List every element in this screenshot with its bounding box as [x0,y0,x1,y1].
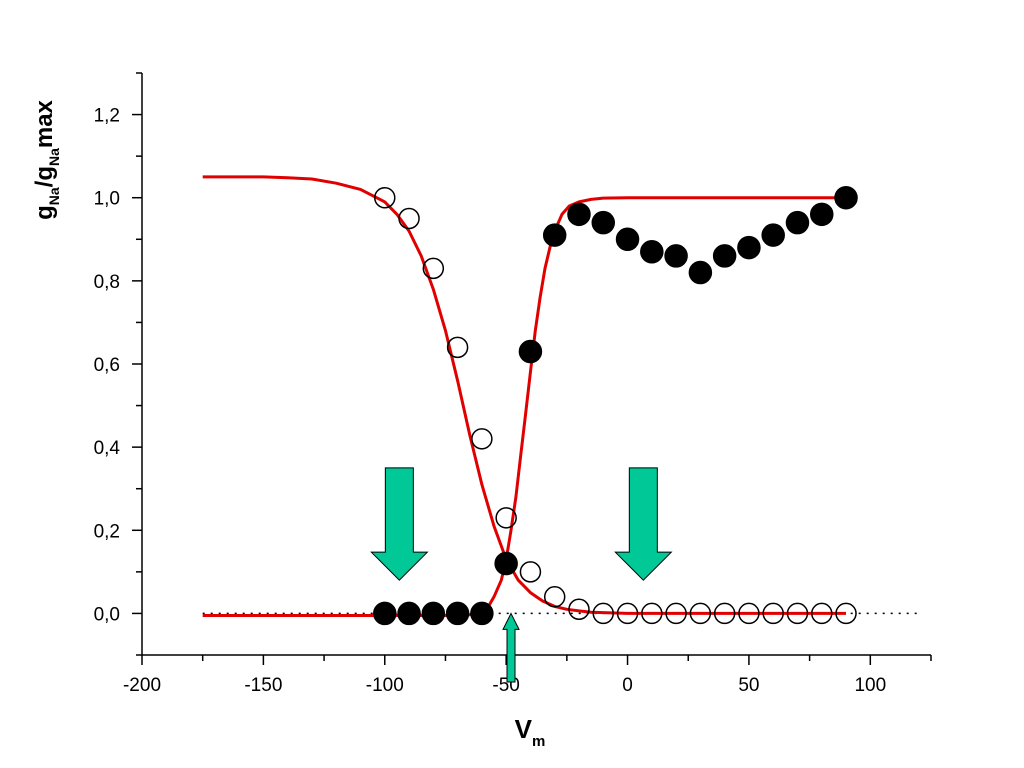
inactivation-data-point [471,428,493,450]
annotations [370,467,673,683]
inactivation-fit-curve [202,175,846,615]
inactivation-data-point [665,602,687,625]
series-group [202,175,858,626]
y-axis-title-sub: Na [46,187,62,205]
inactivation-data-point [568,598,590,621]
activation-data-point [615,227,640,252]
y-axis-title-part: max [31,99,58,148]
activation-data-point [591,210,616,235]
activation-data-point [834,185,858,210]
activation-data-point [470,601,494,626]
y-axis-title-sub: Na [46,148,62,166]
activation-data-point [761,223,785,247]
activation-data-point [737,235,761,260]
activation-data-point [664,244,688,268]
activation-fit-curve [202,196,846,617]
y-tick-label: 0,8 [94,272,120,293]
x-tick-label: -150 [244,675,282,696]
x-tick-label: 100 [854,675,886,696]
activation-data-point [518,339,543,364]
activation-data-point [494,551,518,576]
inactivation-data-point [398,207,420,230]
x-tick-label: -200 [123,675,161,696]
y-tick-label: 1,2 [94,106,120,127]
x-tick-label: 0 [622,675,633,696]
activation-data-point [688,260,713,285]
x-tick-label: 50 [738,675,759,696]
inactivation-data-point [592,602,615,625]
inactivation-data-point [543,586,566,608]
inactivation-data-point [762,602,784,625]
inactivation-data-point [738,602,760,625]
y-tick-label: 1,0 [94,189,120,210]
y-axis-title: gNa/gNamax [31,99,62,220]
activation-data-point [397,601,421,626]
inactivation-data-point [641,602,663,625]
x-tick-label: -100 [366,675,404,696]
inactivation-data-point [811,602,833,625]
activation-data-point [640,240,664,264]
x-axis-title-sub: m [532,733,545,750]
activation-data-point [567,202,591,227]
y-tick-label: 0,6 [94,355,120,376]
inactivation-data-point [446,336,469,359]
y-tick-label: 0,2 [94,521,120,542]
inactivation-data-point [713,602,736,625]
inactivation-data-point [519,561,542,583]
activation-data-point [445,601,470,626]
inactivation-data-point [374,186,396,209]
activation-data-point [373,601,397,626]
activation-data-point [712,244,737,268]
activation-data-point [542,223,567,247]
activation-data-point [421,601,446,626]
x-axis-title: Vm [515,714,546,750]
inactivation-data-point [786,602,809,625]
inactivation-data-point [689,602,712,625]
down-arrow-icon [614,467,673,581]
y-tick-label: 0,0 [94,604,120,625]
activation-data-point [810,202,834,227]
down-arrow-icon [370,467,429,581]
y-axis-title-part: /g [31,166,58,187]
inactivation-data-point [616,602,639,625]
inactivation-data-point [422,257,445,280]
activation-data-point [785,210,810,235]
inactivation-data-point [835,602,857,625]
axes: -200 -150 -100 -50 0 50 100 0,0 0,2 0,4 0,6 0,8 1,0 1… [94,72,932,696]
x-tick-label: -50 [492,675,519,696]
inactivation-data-point [495,507,517,529]
up-arrow-icon [502,612,520,683]
x-axis-title-main: V [515,714,533,744]
y-tick-label: 0,4 [94,438,121,459]
y-axis-title-part: g [31,205,58,220]
